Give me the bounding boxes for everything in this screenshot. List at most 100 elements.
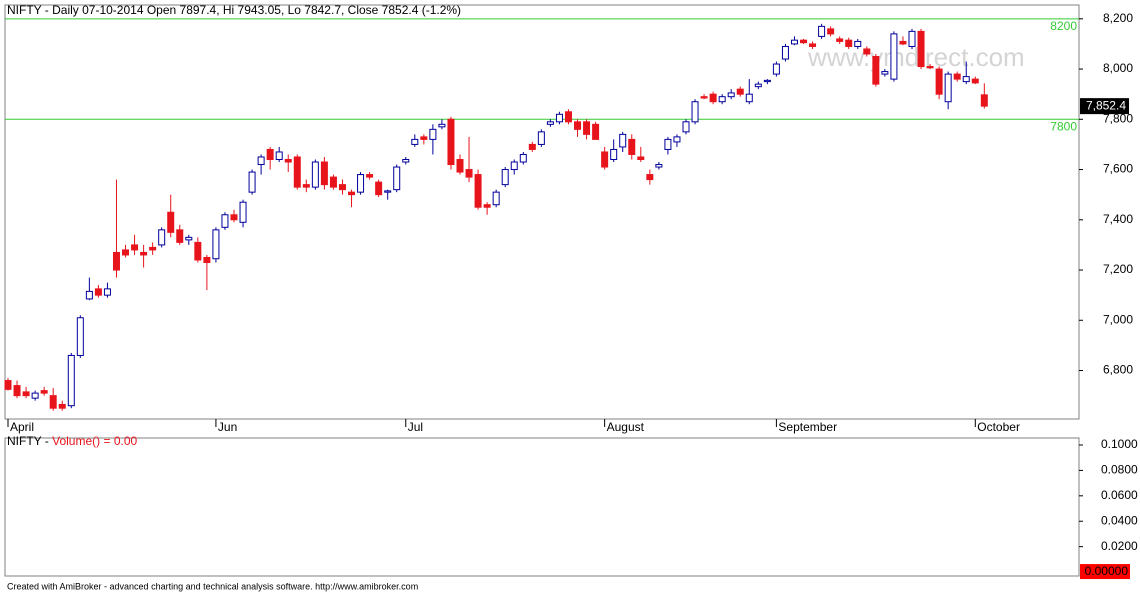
candle-body (673, 136, 681, 143)
candle-body (366, 174, 374, 178)
candle-body (348, 191, 356, 196)
candle-body (772, 63, 780, 75)
candle-body (899, 40, 907, 45)
last-price-box (1080, 98, 1129, 115)
pane-title-part: Volume() = 0.00 (52, 434, 137, 448)
candle-body (890, 33, 898, 80)
candle-body (962, 76, 970, 83)
candle-body (284, 158, 292, 163)
candle-body (338, 184, 346, 191)
candle-body (555, 113, 563, 123)
candle-body (194, 241, 202, 261)
candle-body (212, 229, 220, 260)
candle-body (637, 156, 645, 160)
level-label: 8200 (1050, 19, 1077, 33)
candle-body (646, 174, 654, 181)
candle-body (519, 153, 527, 163)
y-tick-label: 0.0800 (1101, 463, 1138, 477)
candle-body (980, 94, 988, 107)
y-tick-label: 8,200 (1103, 11, 1133, 25)
candle-body (456, 158, 464, 173)
candle-body (664, 138, 672, 150)
candle-body (682, 121, 690, 133)
candle-body (691, 101, 699, 123)
y-tick-label: 0.0200 (1101, 539, 1138, 553)
candle-body (266, 148, 274, 160)
footer: Created with AmiBroker - advanced charti… (7, 581, 418, 591)
candle-body (754, 83, 762, 88)
candle-body (4, 380, 12, 390)
candle-body (329, 176, 337, 188)
candle-body (176, 229, 184, 243)
candle-body (149, 246, 157, 251)
candle-body (483, 204, 491, 208)
candle-body (85, 290, 93, 300)
candle-body (402, 158, 410, 163)
candle-body (709, 93, 717, 103)
candle-body (375, 181, 383, 196)
pane-title: NIFTY - Volume() = 0.00 (7, 434, 138, 448)
candle-body (917, 30, 925, 68)
candle-body (239, 201, 247, 223)
y-tick-label: 0.1000 (1101, 437, 1138, 451)
candle-body (818, 25, 826, 37)
candle-body (718, 96, 726, 103)
candle-body (447, 118, 455, 166)
candle-body (94, 288, 102, 296)
candle-body (800, 39, 808, 44)
candle-body (302, 184, 310, 188)
candle-body (727, 92, 735, 98)
candle-body (655, 164, 663, 168)
candle-body (67, 354, 75, 407)
candle-body (203, 256, 211, 263)
candle-body (257, 156, 265, 166)
candle-body (908, 30, 916, 47)
y-tick-label: 7,200 (1103, 262, 1133, 276)
candle-body (185, 236, 193, 241)
candle-body (122, 249, 130, 256)
candle-body (103, 288, 111, 296)
y-tick-label: 7,400 (1103, 212, 1133, 226)
candle-body (944, 73, 952, 103)
candle-body (583, 121, 591, 135)
chart-title: NIFTY - Daily 07-10-2014 Open 7897.4, Hi… (7, 3, 461, 17)
candle-body (745, 93, 753, 103)
candle-body (58, 403, 66, 409)
candle-body (863, 48, 871, 55)
y-tick-label: 0.0400 (1101, 513, 1138, 527)
candle-body (736, 88, 744, 95)
last-value-box (1080, 564, 1130, 580)
candle-body (836, 38, 844, 42)
candle-body (781, 45, 789, 60)
candle-body (140, 251, 148, 256)
candle-body (528, 143, 536, 150)
candle-body (76, 317, 84, 356)
candle-body (40, 390, 48, 394)
candle-body (872, 55, 880, 85)
level-label: 7800 (1050, 119, 1077, 133)
y-tick-label: 8,000 (1103, 61, 1133, 75)
candle-body (49, 395, 57, 409)
candle-body (700, 96, 708, 99)
candle-body (854, 40, 862, 47)
x-tick-label: April (10, 420, 34, 434)
candle-body (131, 244, 139, 251)
candle-body (393, 166, 401, 191)
y-tick-label: 7,800 (1103, 111, 1133, 125)
last-value-label: 0.00000 (1085, 564, 1129, 578)
candle-body (221, 214, 229, 228)
price-pane (4, 4, 1080, 420)
volume-pane (4, 437, 1080, 577)
x-tick-label: August (607, 420, 645, 434)
x-tick-label: Jun (218, 420, 237, 434)
candle-body (429, 128, 437, 140)
candle-body (790, 39, 798, 45)
candle-body (230, 214, 238, 221)
candle-body (411, 138, 419, 145)
candle-body (971, 78, 979, 84)
candle-body (248, 171, 256, 193)
candle-body (112, 251, 120, 271)
candle-body (31, 392, 39, 399)
